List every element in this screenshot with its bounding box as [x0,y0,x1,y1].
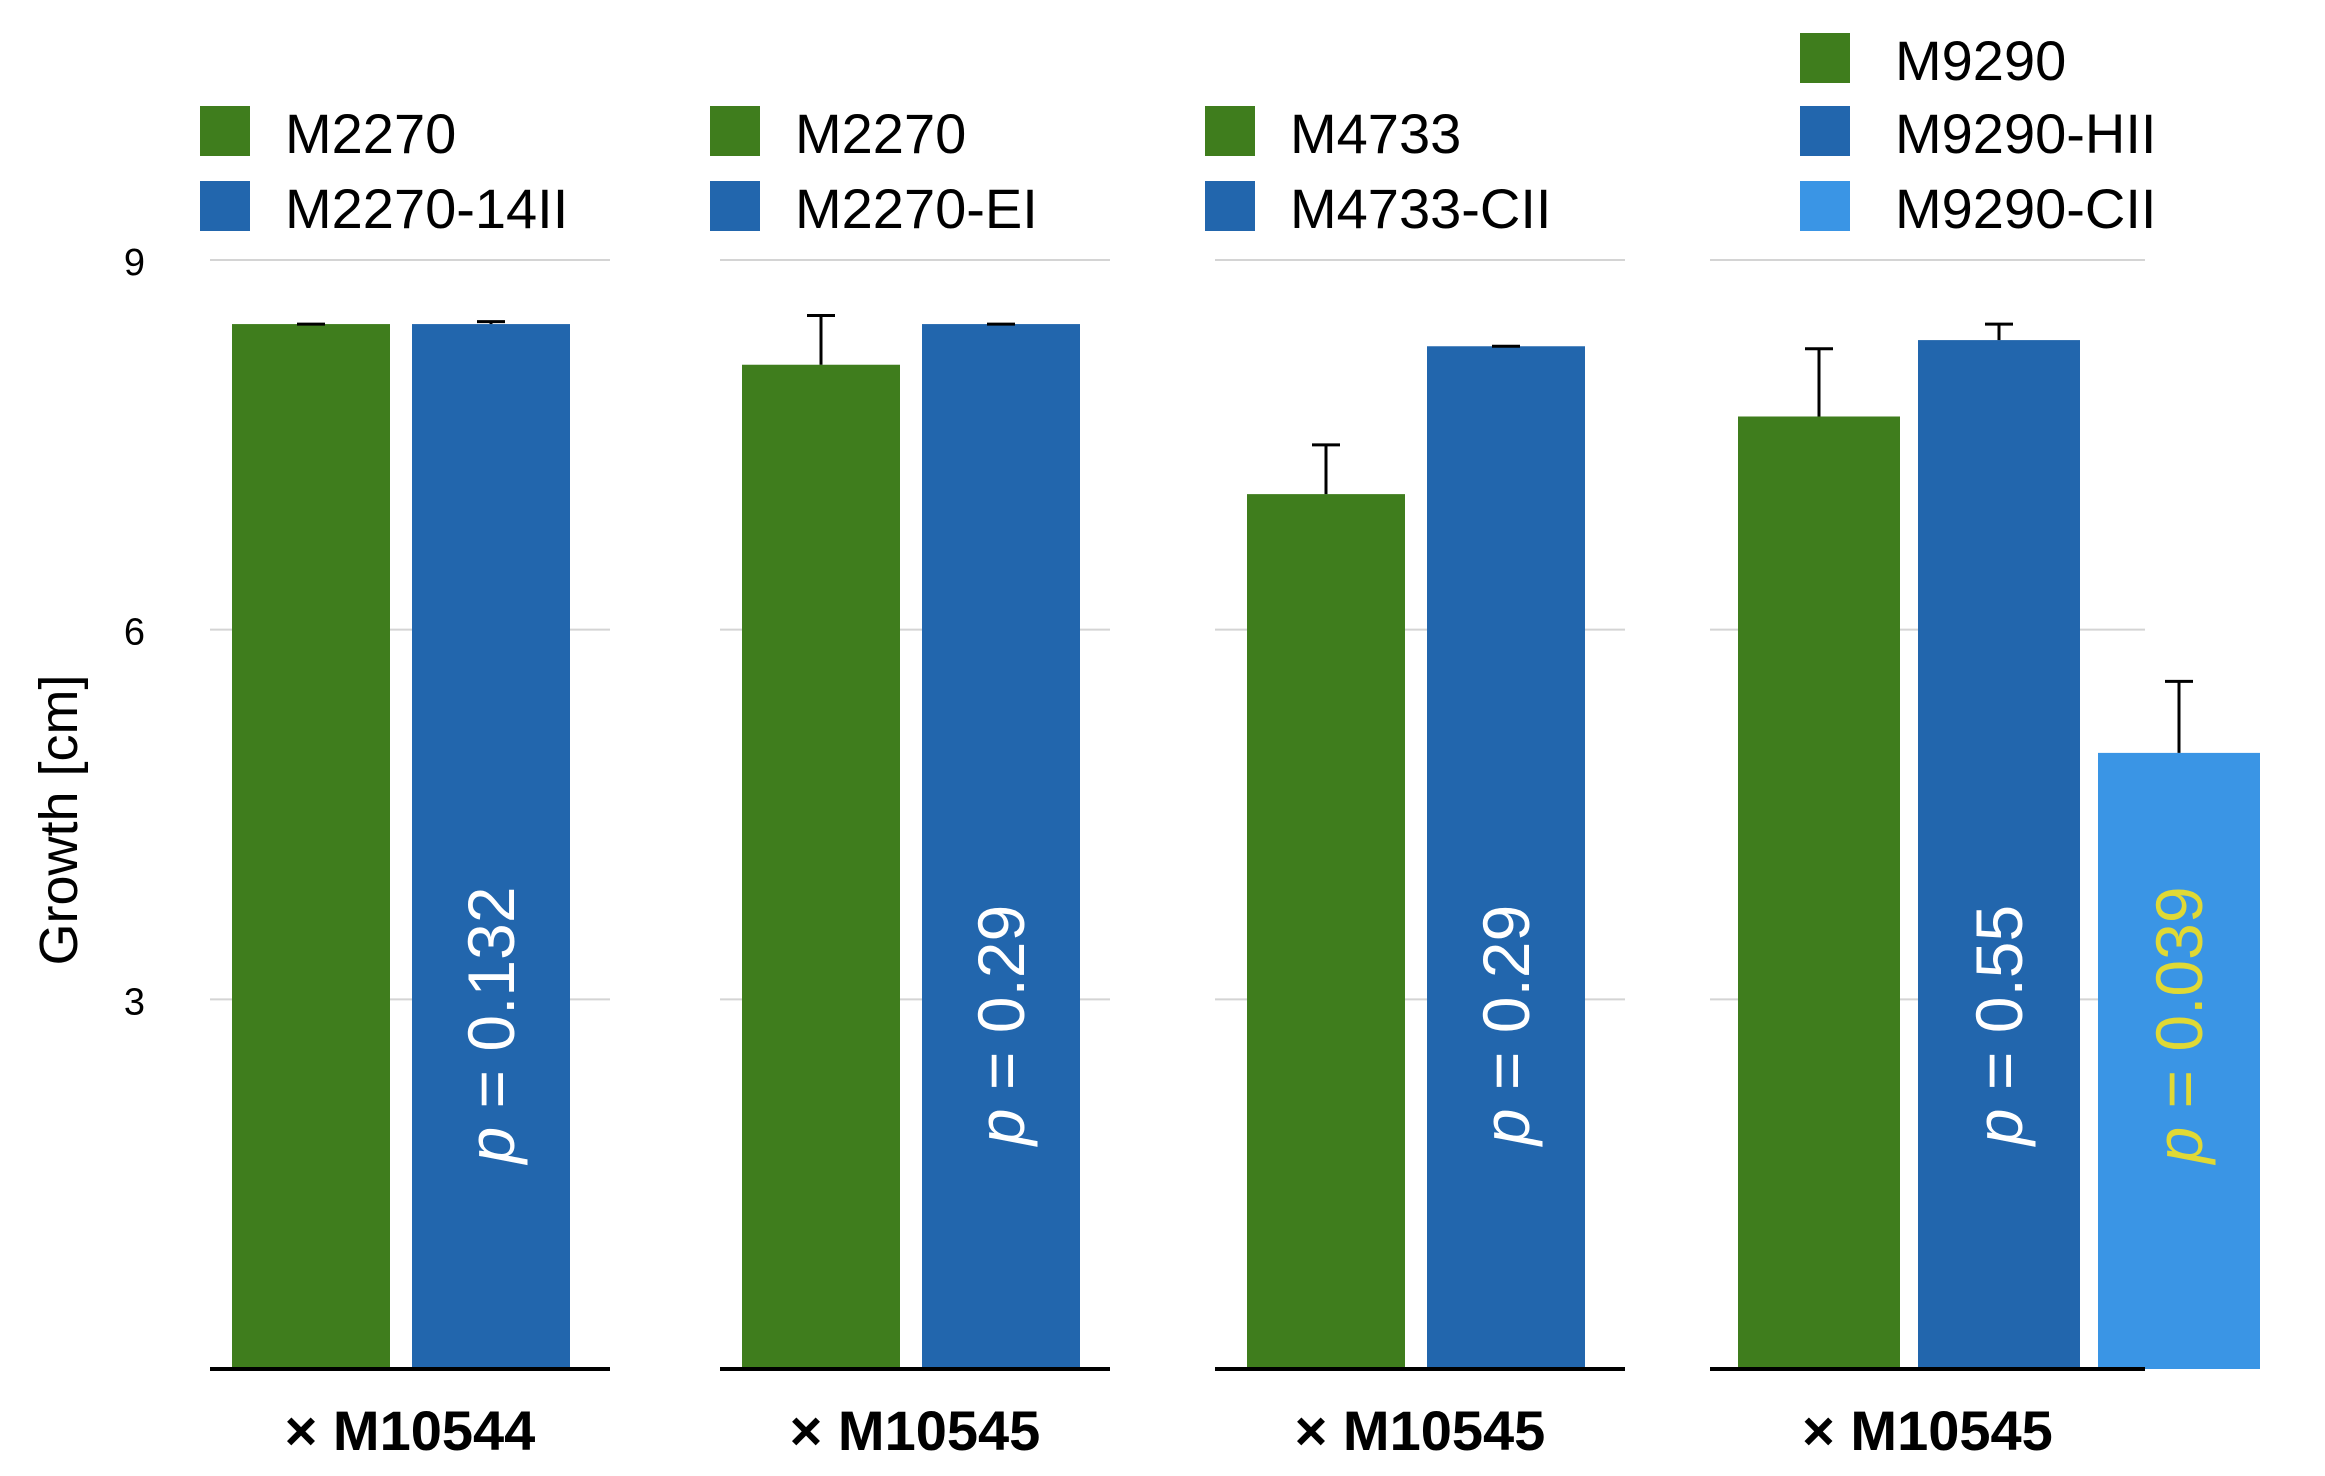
legend-label: M4733 [1290,102,1461,165]
p-value-symbol: p [1469,1108,1543,1147]
x-group-label: × M10545 [1802,1399,2053,1462]
p-value-text: = 0.29 [1469,905,1543,1109]
legend-label: M2270-EI [795,177,1038,240]
p-value-symbol: p [2142,1127,2216,1166]
bar [2098,752,2260,1369]
bar [1247,494,1405,1370]
bar [742,364,900,1369]
legends: M2270 M2270-14II M2270 M2270-EI M4733 M4733-C… [200,29,2156,240]
p-value-text: = 0.132 [454,886,528,1126]
legend-swatch [1800,106,1850,156]
legend-label: M9290 [1895,29,2066,92]
bars: p = 0.132 p = 0.29p = 0.29p = 0.55p = 0.0… [232,313,2260,1370]
bar [232,324,390,1369]
p-value-label: p = 0.132 [454,886,528,1165]
x-group-label: × M10544 [285,1399,536,1462]
p-value-text: = 0.29 [964,905,1038,1109]
legend-label: M9290-HII [1895,102,2156,165]
legend-swatch [1205,181,1255,231]
legend-label: M2270 [285,102,456,165]
y-tick-label: 9 [124,242,145,284]
bar [1427,346,1585,1369]
p-value-text: = 0.55 [1962,905,2036,1109]
bar [922,324,1080,1369]
p-value-label: p = 0.039 [2142,886,2216,1165]
p-value-symbol: p [964,1108,1038,1147]
y-tick-label: 3 [124,981,145,1023]
legend-swatch [1800,33,1850,83]
legend-label: M2270-14II [285,177,568,240]
legend-label: M2270 [795,102,966,165]
legend-swatch [1205,106,1255,156]
legend-swatch [200,106,250,156]
legend-swatch [1800,181,1850,231]
p-value-symbol: p [1962,1108,2036,1147]
bar [412,324,570,1369]
legend-label: M9290-CII [1895,177,2156,240]
y-tick-label: 6 [124,612,145,654]
p-value-label: p = 0.29 [1469,905,1543,1147]
bar [1738,416,1900,1370]
legend-swatch [710,181,760,231]
y-axis-label: Growth [cm] [29,674,89,965]
legend-swatch [710,106,760,156]
bar [1918,340,2080,1369]
p-value-label: p = 0.29 [964,905,1038,1147]
legend-label: M4733-CII [1290,177,1551,240]
p-value-symbol: p [454,1127,528,1166]
x-group-label: × M10545 [790,1399,1041,1462]
p-value-label: p = 0.55 [1962,905,2036,1147]
x-group-label: × M10545 [1295,1399,1546,1462]
p-value-text: = 0.039 [2142,886,2216,1126]
legend-swatch [200,181,250,231]
axes: 3 6 9 × M10544 × M10545 × M10545 × M10545 [124,242,2145,1462]
